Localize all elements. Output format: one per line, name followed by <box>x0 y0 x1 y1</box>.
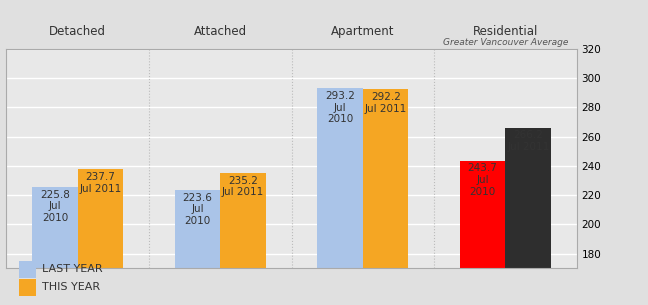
Bar <box>318 88 363 268</box>
Text: Attached: Attached <box>194 25 247 38</box>
Bar <box>220 173 266 268</box>
Text: 293.2
Jul
2010: 293.2 Jul 2010 <box>325 91 355 124</box>
Bar <box>505 127 551 268</box>
Bar <box>175 190 220 268</box>
Text: 235.2
Jul 2011: 235.2 Jul 2011 <box>222 176 264 197</box>
Text: Greater Vancouver Average: Greater Vancouver Average <box>443 38 568 47</box>
Text: Apartment: Apartment <box>331 25 395 38</box>
Bar <box>32 187 78 268</box>
Text: 237.7
Jul 2011: 237.7 Jul 2011 <box>80 172 122 194</box>
Text: Residential: Residential <box>473 25 538 38</box>
Bar <box>460 160 505 268</box>
Bar <box>78 169 123 268</box>
Bar <box>363 89 408 268</box>
Text: 223.6
Jul
2010: 223.6 Jul 2010 <box>183 193 213 226</box>
Text: THIS YEAR: THIS YEAR <box>42 282 100 292</box>
Text: LAST YEAR: LAST YEAR <box>42 264 103 274</box>
Text: 243.7
Jul
2010: 243.7 Jul 2010 <box>468 163 498 197</box>
Text: 292.2
Jul 2011: 292.2 Jul 2011 <box>365 92 407 114</box>
Text: Detached: Detached <box>49 25 106 38</box>
Text: 266.2
Jul 2011: 266.2 Jul 2011 <box>507 131 550 152</box>
Text: 225.8
Jul
2010: 225.8 Jul 2010 <box>40 190 70 223</box>
